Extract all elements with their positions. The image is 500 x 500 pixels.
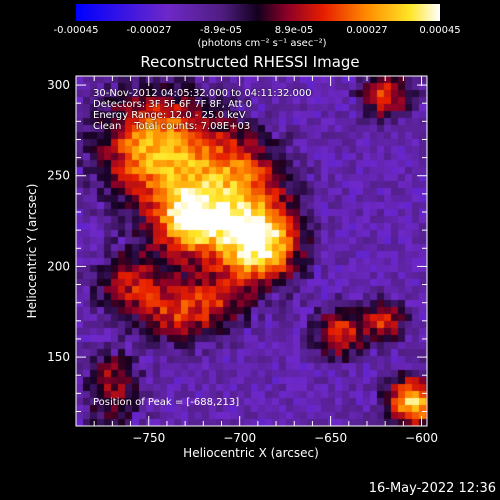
y-tick-label: 300 [47, 78, 70, 92]
timestamp: 16-May-2022 12:36 [368, 481, 496, 496]
chart-title: Reconstructed RHESSI Image [140, 53, 360, 71]
colorbar-tick-label: 0.00027 [346, 25, 388, 36]
x-tick-label: −600 [405, 431, 438, 445]
colorbar-tick-label: -0.00027 [126, 25, 172, 36]
info-method-counts: Clean Total counts: 7.08E+03 [93, 121, 251, 132]
colorbar-gradient [76, 4, 440, 21]
colorbar-tick-label: 0.00045 [419, 25, 461, 36]
info-energy-range: Energy Range: 12.0 - 25.0 keV [93, 110, 246, 121]
x-tick-label: −750 [132, 431, 165, 445]
x-tick-label: −650 [314, 431, 347, 445]
info-time-range: 30-Nov-2012 04:05:32.000 to 04:11:32.000 [93, 88, 312, 99]
y-tick-label: 150 [47, 350, 70, 364]
x-axis-label: Heliocentric X (arcsec) [183, 446, 319, 460]
colorbar-tick-label: -0.00045 [53, 25, 99, 36]
y-axis-label: Heliocentric Y (arcsec) [25, 183, 39, 319]
info-peak-position: Position of Peak = [-688,213] [93, 397, 240, 408]
x-tick-label: −700 [223, 431, 256, 445]
y-tick-label: 250 [47, 169, 70, 183]
colorbar-tick-label: -8.9e-05 [200, 25, 242, 36]
colorbar-unit-label: (photons cm⁻² s⁻¹ asec⁻²) [197, 38, 327, 49]
y-tick-label: 200 [47, 259, 70, 273]
info-detectors: Detectors: 3F 5F 6F 7F 8F, Att 0 [93, 99, 253, 110]
colorbar-tick-label: 8.9e-05 [274, 25, 314, 36]
